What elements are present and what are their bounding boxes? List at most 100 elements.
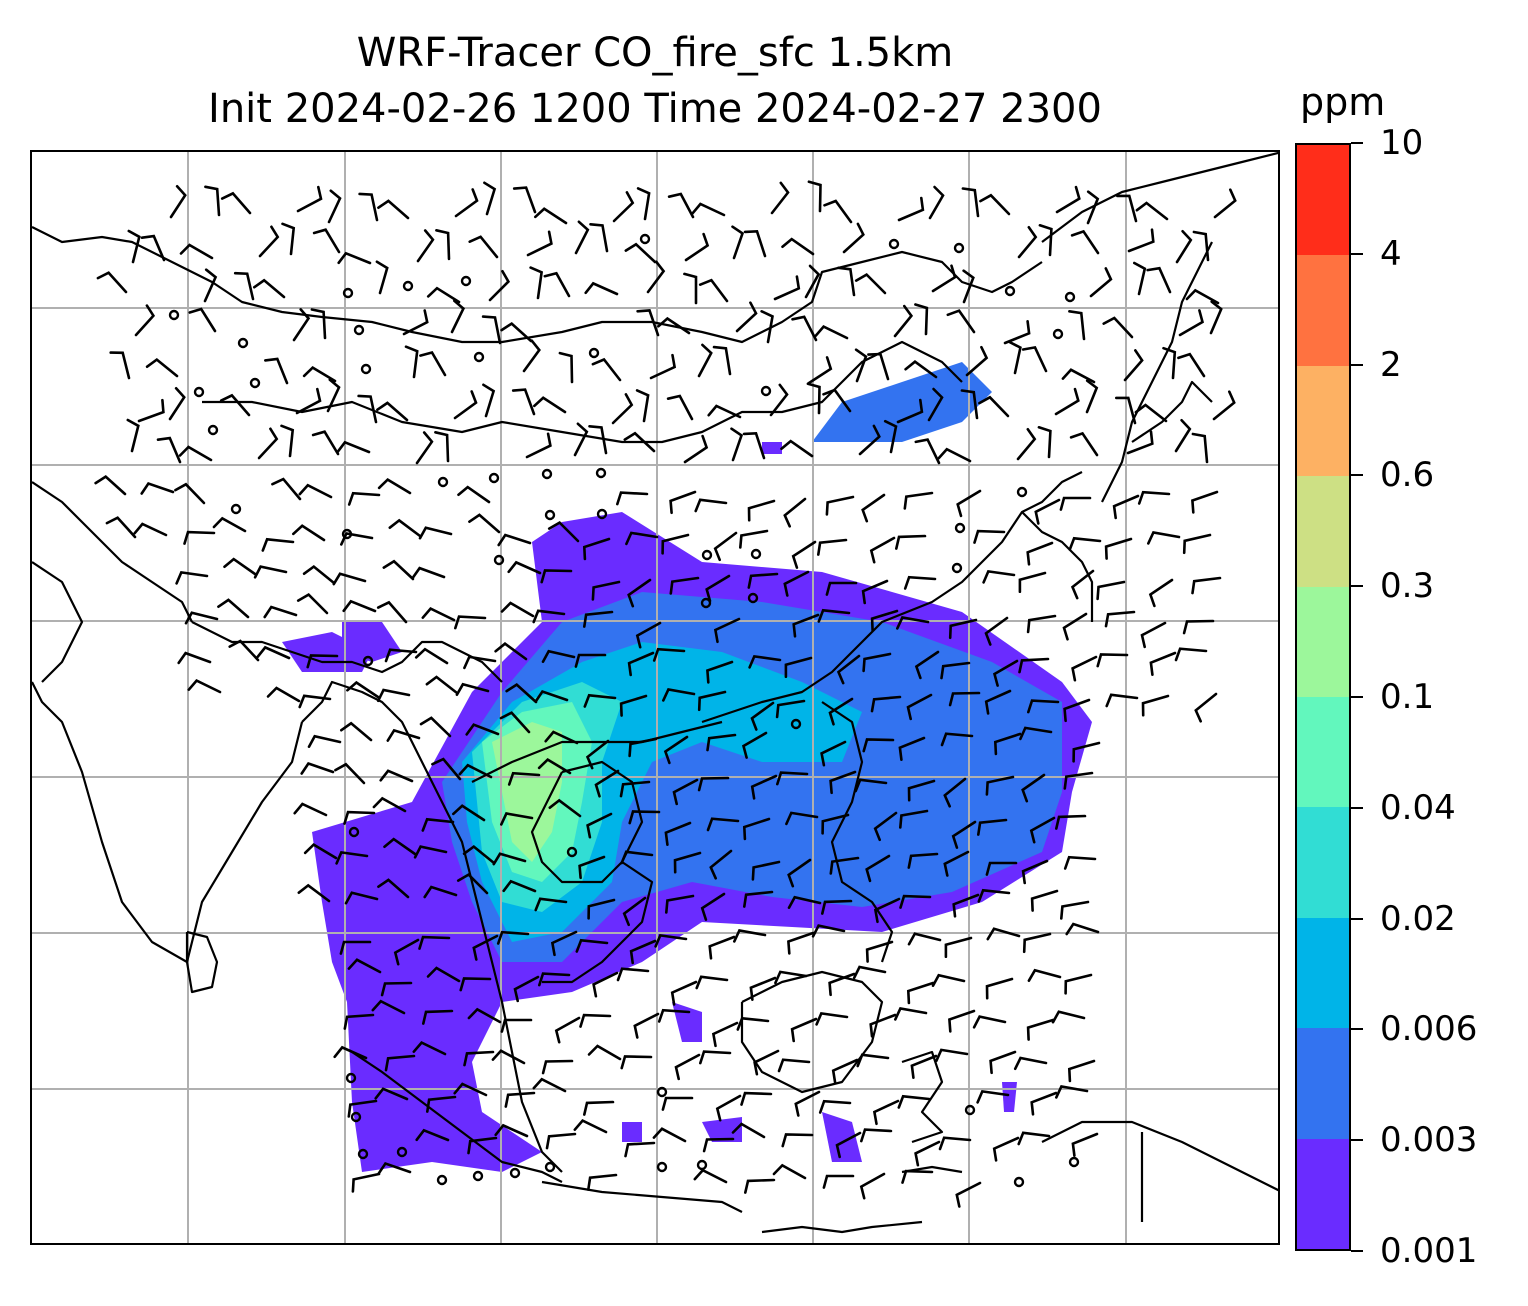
wind-barb <box>347 491 381 506</box>
calm-wind-circle <box>168 309 180 321</box>
wind-barb <box>280 424 295 458</box>
wind-barb <box>785 811 819 826</box>
wind-barb <box>421 606 456 622</box>
wind-barb <box>1104 610 1136 628</box>
wind-barb <box>1065 922 1100 936</box>
coastline-segment <box>530 760 644 884</box>
coastline-segment <box>202 340 963 444</box>
wind-barb <box>529 266 544 300</box>
wind-barb <box>636 187 651 221</box>
wind-barb <box>858 424 881 456</box>
wind-barb <box>735 301 758 333</box>
wind-barb <box>292 524 326 542</box>
wind-barb <box>865 940 894 963</box>
wind-barb <box>707 404 742 419</box>
wind-barb <box>343 1013 375 1030</box>
wind-barb <box>472 934 499 961</box>
wind-barb <box>256 645 291 660</box>
plume-contour <box>822 1112 862 1162</box>
wind-barb <box>914 303 929 336</box>
wind-barb <box>1178 309 1205 337</box>
wind-barb <box>306 654 339 669</box>
wind-barb <box>787 858 812 888</box>
calm-wind-circle <box>460 275 472 287</box>
wind-barb <box>434 431 450 463</box>
colorbar-tick <box>1351 1028 1363 1031</box>
wind-barb <box>1191 490 1219 514</box>
wind-barb <box>661 533 690 555</box>
wind-barb <box>307 734 342 748</box>
wind-barb <box>989 1050 1017 1075</box>
wind-barb <box>1135 201 1169 221</box>
wind-barb <box>312 228 341 254</box>
coastline-segment <box>191 621 503 683</box>
wind-barb <box>175 570 209 585</box>
wind-barb <box>831 1058 859 1084</box>
wind-barb <box>534 689 569 703</box>
wind-barb <box>948 1009 976 1033</box>
colorbar-unit: ppm <box>1300 80 1386 124</box>
wind-barb <box>1182 533 1212 555</box>
coastline-segment <box>701 471 1083 724</box>
wind-barb <box>898 736 926 761</box>
calm-wind-circle <box>790 718 802 730</box>
wind-barb <box>426 286 461 304</box>
plume-contour <box>812 362 992 442</box>
wind-barb <box>1008 340 1022 375</box>
wind-barb <box>649 353 677 380</box>
calm-wind-circle <box>353 324 365 336</box>
wind-barb <box>1038 224 1053 257</box>
wind-barb <box>587 1044 622 1061</box>
wind-barb <box>586 812 613 839</box>
wind-barb <box>169 185 187 219</box>
wind-barb <box>1055 814 1087 830</box>
wind-barb <box>258 225 280 258</box>
wind-barb <box>753 1049 780 1076</box>
wind-barb <box>820 740 847 767</box>
wind-barb <box>751 860 781 881</box>
wind-barb <box>780 439 814 458</box>
calm-wind-circle <box>357 1148 369 1160</box>
calm-wind-circle <box>348 826 360 838</box>
wind-barb <box>453 1082 488 1097</box>
wind-barb <box>1003 320 1031 345</box>
wind-barb <box>706 660 734 684</box>
wind-barb <box>657 316 691 335</box>
calm-wind-circle <box>207 424 219 436</box>
colorbar-segment <box>1297 476 1349 587</box>
wind-barb <box>415 1128 450 1142</box>
wind-barb <box>869 536 896 564</box>
gridlines <box>32 152 1278 1243</box>
wind-barb <box>859 1172 886 1200</box>
wind-barb <box>914 438 941 465</box>
wind-barb <box>836 654 861 685</box>
wind-barb <box>344 891 379 905</box>
wind-barb <box>774 970 808 985</box>
colorbar-tick-label: 0.001 <box>1380 1231 1478 1271</box>
wind-barb <box>783 497 807 528</box>
wind-barb <box>669 490 697 515</box>
wind-barb <box>1019 726 1053 741</box>
calm-wind-circle <box>596 508 608 520</box>
wind-barb <box>870 695 902 713</box>
wind-barb <box>538 972 571 987</box>
wind-barb <box>588 425 608 455</box>
wind-barb <box>982 569 1016 584</box>
wind-barb <box>781 1133 814 1148</box>
wind-barb <box>500 1018 533 1033</box>
wind-barb <box>453 390 478 420</box>
wind-barb <box>914 650 940 680</box>
wind-barb <box>497 533 532 547</box>
calm-wind-circle <box>437 476 449 488</box>
wind-barb <box>730 427 744 462</box>
wind-barb <box>672 778 699 806</box>
wind-barb <box>951 820 977 849</box>
wind-barb <box>1085 379 1099 414</box>
wind-barb <box>463 655 497 670</box>
wind-barb <box>266 686 301 703</box>
wind-barb <box>870 609 899 632</box>
wind-barb <box>177 651 212 665</box>
wind-barbs <box>94 180 1237 1208</box>
wind-barb <box>709 849 733 880</box>
wind-barb <box>935 1048 969 1063</box>
